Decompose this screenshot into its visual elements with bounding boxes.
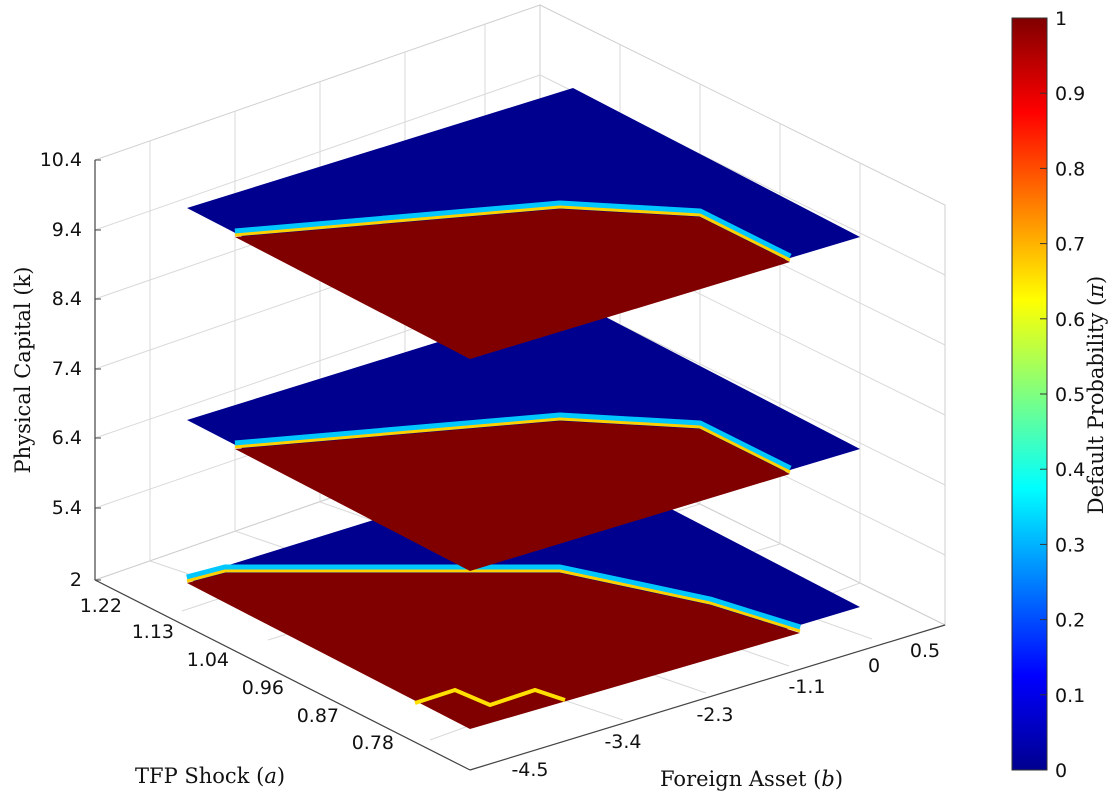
x-axis-ticks: -4.5 -3.4 -2.3 -1.1 0 0.5 bbox=[511, 640, 940, 781]
colorbar-tick-label: 0.5 bbox=[1055, 384, 1085, 406]
y-axis-title: TFP Shock (a) bbox=[135, 764, 285, 788]
x-axis-symbol: b bbox=[821, 767, 834, 791]
z-tick-label: 8.4 bbox=[52, 288, 82, 310]
x-axis-title-text: Foreign Asset bbox=[660, 767, 807, 791]
slice-boundary-highlight bbox=[234, 417, 791, 474]
slice-default-region bbox=[235, 209, 790, 359]
z-tick-label: 7.4 bbox=[52, 358, 82, 380]
z-axis-ticks: 2 5.4 6.4 7.4 8.4 9.4 10.4 bbox=[40, 149, 101, 591]
colorbar-tick-label: 0.4 bbox=[1055, 459, 1085, 481]
x-tick-label: -4.5 bbox=[511, 759, 548, 781]
colorbar-tick-label: 0 bbox=[1055, 760, 1067, 782]
colorbar-tick-label: 0.8 bbox=[1055, 158, 1085, 180]
z-tick-label: 10.4 bbox=[40, 149, 82, 171]
colorbar-tick-label: 0.1 bbox=[1055, 685, 1085, 707]
colorbar-tick-label: 1 bbox=[1055, 8, 1067, 30]
colorbar-tick-label: 0.6 bbox=[1055, 309, 1085, 331]
colorbar-tick-label: 0.9 bbox=[1055, 83, 1085, 105]
colorbar-tick-label: 0.2 bbox=[1055, 610, 1085, 632]
slices bbox=[186, 88, 860, 729]
slice-boundary bbox=[234, 412, 792, 473]
slice-plane bbox=[187, 300, 860, 571]
z-tick-label: 5.4 bbox=[52, 497, 82, 519]
colorbar: 0 0.1 0.2 0.3 0.4 0.5 0.6 0.7 0.8 0.9 1 Default Pr… bbox=[1011, 8, 1108, 782]
x-tick-label: 0 bbox=[868, 655, 880, 677]
y-tick-label: 1.04 bbox=[187, 649, 229, 671]
y-axis-symbol: a bbox=[264, 764, 277, 788]
slice-boundary-highlight bbox=[234, 205, 791, 262]
x-tick-label: -1.1 bbox=[788, 676, 825, 698]
y-tick-label: 0.78 bbox=[352, 732, 394, 754]
colorbar-tick-label: 0.3 bbox=[1055, 534, 1085, 556]
colorbar-tick-label: 0.7 bbox=[1055, 234, 1085, 256]
colorbar-symbol: π bbox=[1084, 283, 1108, 299]
slice-boundary bbox=[186, 564, 802, 632]
colorbar-ticks: 0 0.1 0.2 0.3 0.4 0.5 0.6 0.7 0.8 0.9 1 bbox=[1040, 8, 1085, 782]
y-tick-label: 0.96 bbox=[242, 677, 284, 699]
y-tick-label: 1.13 bbox=[132, 621, 174, 643]
x-tick-label: -2.3 bbox=[696, 704, 733, 726]
y-tick-label: 0.87 bbox=[297, 705, 339, 727]
slice-default-region bbox=[187, 573, 800, 729]
y-axis-title-text: TFP Shock bbox=[135, 764, 250, 788]
slice-plane bbox=[186, 458, 860, 729]
y-tick-label: 1.22 bbox=[80, 595, 122, 617]
z-tick-label: 6.4 bbox=[52, 427, 82, 449]
x-tick-label: 0.5 bbox=[910, 640, 940, 662]
slice-boundary-highlight bbox=[186, 569, 801, 633]
z-tick-label: 9.4 bbox=[52, 219, 82, 241]
colorbar-title-text: Default Probability bbox=[1084, 313, 1108, 515]
z-tick-label: 2 bbox=[70, 569, 82, 591]
colorbar-title: Default Probability (π) bbox=[1084, 276, 1108, 514]
x-tick-label: -3.4 bbox=[604, 731, 641, 753]
x-axis-title: Foreign Asset (b) bbox=[660, 767, 843, 791]
slice-default-region bbox=[235, 421, 790, 571]
slice-plane bbox=[187, 88, 860, 359]
z-axis-title: Physical Capital (k) bbox=[11, 267, 35, 474]
slice-boundary bbox=[234, 200, 792, 261]
y-axis-ticks: 0.78 0.87 0.96 1.04 1.13 1.22 bbox=[80, 595, 394, 754]
low-tfp-boundary bbox=[414, 687, 566, 708]
